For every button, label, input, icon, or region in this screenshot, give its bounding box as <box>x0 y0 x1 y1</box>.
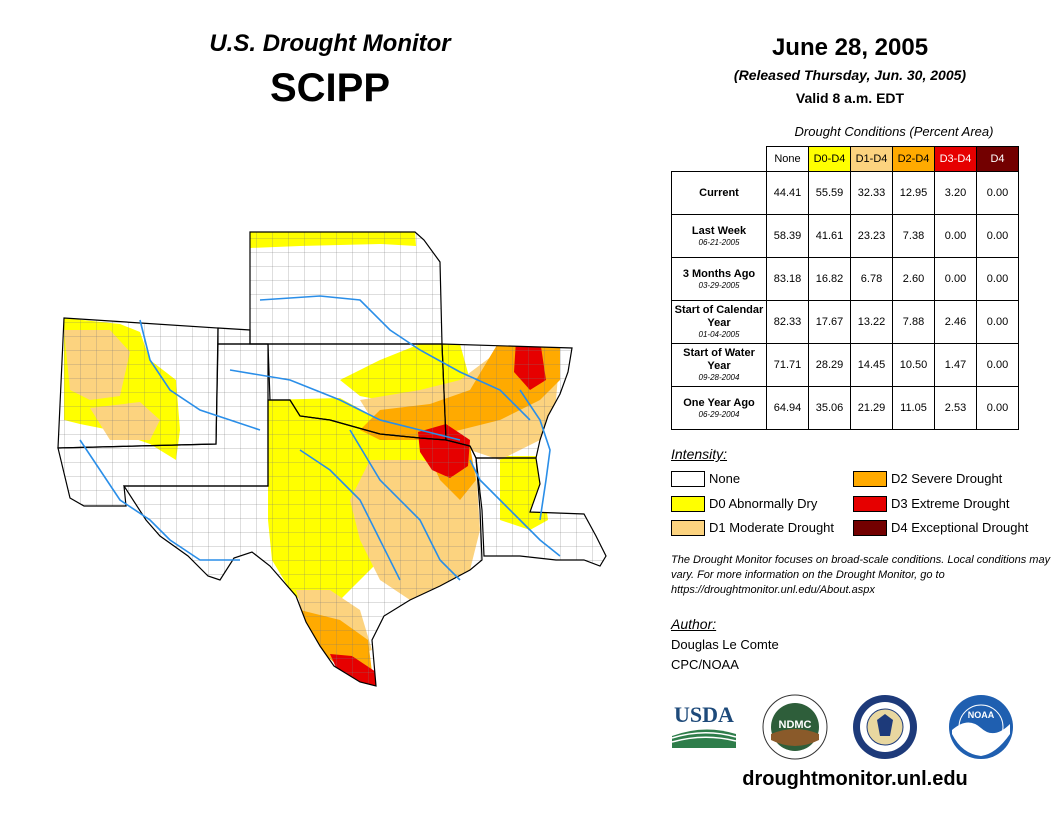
row-label: Current <box>671 171 767 215</box>
legend-label: D3 Extreme Drought <box>891 496 1010 511</box>
legend-swatch <box>853 496 887 512</box>
map-title: U.S. Drought Monitor <box>209 30 451 57</box>
svg-text:NOAA: NOAA <box>968 710 995 720</box>
noaa-logo: NOAA <box>949 695 1013 759</box>
col-d1-d4: D1-D4 <box>850 146 893 172</box>
header-blank <box>672 147 767 172</box>
table-cell: 3.20 <box>934 171 977 215</box>
table-cell: 64.94 <box>766 386 809 430</box>
valid-time: Valid 8 a.m. EDT <box>795 90 905 106</box>
table-cell: 0.00 <box>976 300 1019 344</box>
region-name: SCIPP <box>269 66 391 110</box>
col-d2-d4: D2-D4 <box>892 146 935 172</box>
table-cell: 32.33 <box>850 171 893 215</box>
author-title: Author: <box>671 616 717 632</box>
release-date: (Released Thursday, Jun. 30, 2005) <box>733 67 967 83</box>
table-row: Start of Calendar Year 01-04-2005 82.33 1… <box>671 300 1019 344</box>
table-cell: 41.61 <box>808 214 851 258</box>
table-cell: 13.22 <box>850 300 893 344</box>
table-row: Current 44.41 55.59 32.33 12.95 3.20 0.0… <box>671 171 1019 215</box>
table-caption: Drought Conditions (Percent Area) <box>794 124 994 139</box>
table-row: Start of Water Year 09-28-2004 71.71 28.2… <box>671 343 1019 387</box>
table-cell: 83.18 <box>766 257 809 301</box>
legend-label: None <box>709 471 741 486</box>
table-cell: 0.00 <box>934 214 977 258</box>
col-d3-d4: D3-D4 <box>934 146 977 172</box>
legend-swatch <box>671 471 705 487</box>
col-d4: D4 <box>976 146 1019 172</box>
table-cell: 1.47 <box>934 343 977 387</box>
table-cell: 16.82 <box>808 257 851 301</box>
table-cell: 11.05 <box>892 386 935 430</box>
table-cell: 35.06 <box>808 386 851 430</box>
legend-title: Intensity: <box>671 446 728 462</box>
row-label: 3 Months Ago 03-29-2005 <box>671 257 767 301</box>
legend-label: D2 Severe Drought <box>891 471 1003 486</box>
table-cell: 17.67 <box>808 300 851 344</box>
drought-stats-table: None D0-D4 D1-D4 D2-D4 D3-D4 D4 Current … <box>671 146 1019 430</box>
col-none: None <box>766 146 809 172</box>
table-cell: 7.38 <box>892 214 935 258</box>
info-note: The Drought Monitor focuses on broad-sca… <box>671 554 1051 596</box>
table-cell: 0.00 <box>976 171 1019 215</box>
table-cell: 55.59 <box>808 171 851 215</box>
table-row: One Year Ago 06-29-2004 64.94 35.06 21.29… <box>671 386 1019 430</box>
website-link[interactable]: droughtmonitor.unl.edu <box>742 768 968 790</box>
table-cell: 10.50 <box>892 343 935 387</box>
table-row: 3 Months Ago 03-29-2005 83.18 16.82 6.78 … <box>671 257 1019 301</box>
table-header-row: None D0-D4 D1-D4 D2-D4 D3-D4 D4 <box>672 146 1019 172</box>
svg-text:NDMC: NDMC <box>779 719 812 731</box>
table-cell: 44.41 <box>766 171 809 215</box>
table-cell: 0.00 <box>976 257 1019 301</box>
state-borders <box>57 231 607 687</box>
row-label: Last Week 06-21-2005 <box>671 214 767 258</box>
rivers <box>79 295 561 581</box>
table-cell: 2.60 <box>892 257 935 301</box>
row-label: Start of Calendar Year 01-04-2005 <box>671 300 767 344</box>
map-date: June 28, 2005 <box>771 34 929 61</box>
table-cell: 0.00 <box>976 343 1019 387</box>
table-cell: 2.46 <box>934 300 977 344</box>
table-cell: 21.29 <box>850 386 893 430</box>
table-cell: 7.88 <box>892 300 935 344</box>
row-label: Start of Water Year 09-28-2004 <box>671 343 767 387</box>
table-cell: 82.33 <box>766 300 809 344</box>
table-cell: 0.00 <box>934 257 977 301</box>
legend-swatch <box>853 471 887 487</box>
table-cell: 14.45 <box>850 343 893 387</box>
svg-text:USDA: USDA <box>674 702 734 727</box>
row-label: One Year Ago 06-29-2004 <box>671 386 767 430</box>
table-cell: 2.53 <box>934 386 977 430</box>
table-cell: 23.23 <box>850 214 893 258</box>
ndmc-logo: NDMC <box>762 694 828 760</box>
table-cell: 71.71 <box>766 343 809 387</box>
author-name: Douglas Le Comte <box>671 637 779 652</box>
legend-label: D4 Exceptional Drought <box>891 520 1029 535</box>
table-cell: 28.29 <box>808 343 851 387</box>
legend-label: D0 Abnormally Dry <box>709 496 818 511</box>
table-cell: 0.00 <box>976 214 1019 258</box>
col-d0-d4: D0-D4 <box>808 146 851 172</box>
table-cell: 6.78 <box>850 257 893 301</box>
table-row: Last Week 06-21-2005 58.39 41.61 23.23 7.… <box>671 214 1019 258</box>
legend-label: D1 Moderate Drought <box>709 520 835 535</box>
usda-logo: USDA <box>671 702 737 748</box>
table-cell: 12.95 <box>892 171 935 215</box>
doc-seal-logo <box>853 695 917 759</box>
author-org: CPC/NOAA <box>671 657 739 672</box>
legend-swatch <box>671 496 705 512</box>
legend-swatch <box>853 520 887 536</box>
legend-swatch <box>671 520 705 536</box>
table-cell: 58.39 <box>766 214 809 258</box>
table-cell: 0.00 <box>976 386 1019 430</box>
drought-map <box>57 231 607 687</box>
